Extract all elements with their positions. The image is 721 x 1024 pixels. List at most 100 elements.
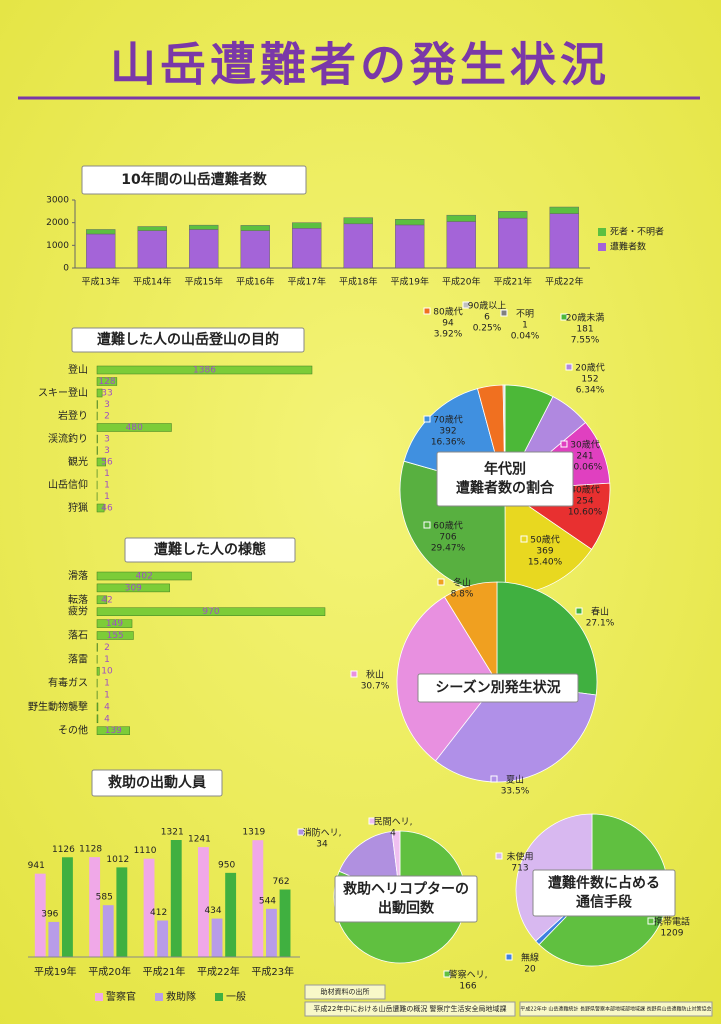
bar-segment (343, 217, 373, 225)
value-label: 10 (101, 667, 113, 677)
slice-label: 0.25% (473, 324, 502, 334)
chart-title: 通信手段 (576, 894, 632, 911)
slice-label: 50歳代 (530, 534, 559, 546)
slice-label: 未使用 (506, 851, 533, 863)
y-tick-label: 3000 (46, 196, 69, 206)
bar (279, 889, 291, 957)
value-label: 1128 (79, 845, 102, 855)
category-label: 疲労 (68, 605, 88, 618)
legend-swatch (520, 535, 528, 543)
x-tick-label: 平成17年 (288, 276, 326, 288)
slice-label: 6 (484, 313, 490, 323)
value-label: 128 (98, 377, 115, 387)
title-box (334, 875, 478, 923)
bar (96, 423, 172, 432)
chart-title: 10年間の山岳遭難者数 (121, 171, 267, 188)
slice-label: 消防ヘリ, (303, 827, 342, 839)
value-label: 3 (104, 400, 110, 410)
bar-segment (446, 214, 476, 222)
chart-title: 救助の出動人員 (108, 774, 206, 791)
source-heading: 助材資料の出所 (321, 987, 370, 996)
slice-label: 4 (390, 829, 396, 839)
title-box (532, 869, 676, 917)
slice-label: 27.1% (586, 619, 615, 629)
x-tick-label: 平成21年 (143, 965, 186, 978)
value-label: 941 (28, 861, 45, 871)
legend-swatch (368, 817, 376, 825)
chart-title: 救助ヘリコプターの (343, 881, 469, 898)
value-label: 585 (96, 893, 113, 903)
value-label: 1 (104, 492, 110, 502)
slice-label: 民間ヘリ, (374, 817, 413, 828)
legend-swatch (443, 970, 451, 978)
bar (198, 847, 209, 957)
value-label: 1 (104, 679, 110, 689)
value-label: 1319 (242, 828, 265, 838)
bar (96, 583, 170, 593)
value-label: 149 (106, 619, 123, 629)
bar (96, 388, 103, 398)
slice-label: 29.47% (431, 544, 466, 554)
slice-label: 20歳代 (575, 362, 604, 374)
pie-slice (434, 681, 597, 783)
slice-label: 秋山 (366, 669, 384, 681)
bar (96, 377, 118, 386)
value-label: 42 (101, 595, 112, 605)
slice-label: 6.34% (576, 386, 605, 396)
slice-label: 166 (459, 982, 476, 992)
legend-label: 遭難者数 (610, 241, 646, 253)
bar (157, 920, 169, 957)
legend-label: 死者・不明者 (610, 227, 664, 238)
bar (96, 571, 192, 581)
value-label: 762 (272, 877, 289, 887)
slice-label: 不明 (516, 309, 534, 320)
chart-title: 出動回数 (378, 900, 435, 917)
chart-title: 遭難件数に占める (548, 875, 660, 892)
legend-swatch (565, 363, 573, 371)
legend-swatch (598, 243, 606, 251)
x-tick-label: 平成15年 (185, 276, 223, 288)
title-box (71, 327, 305, 353)
slice-label: 携帯電話 (654, 916, 690, 928)
bar (266, 908, 277, 957)
x-tick-label: 平成22年 (545, 276, 583, 288)
value-label: 1126 (52, 845, 75, 855)
legend-swatch (423, 521, 431, 529)
slice-label: 警察ヘリ, (449, 969, 488, 981)
value-label: 544 (259, 896, 276, 906)
category-label: 有毒ガス (48, 676, 88, 689)
legend-swatch (560, 313, 568, 321)
category-label: 転落 (68, 594, 88, 606)
source-box (304, 984, 386, 1000)
bar-segment (240, 230, 270, 269)
legend-label: 警察官 (106, 990, 136, 1003)
category-label: 岩登り (58, 409, 88, 422)
legend-swatch (437, 578, 445, 586)
legend-swatch (495, 852, 503, 860)
bar-segment (189, 224, 219, 230)
slice-label: 無線 (521, 952, 539, 964)
value-label: 1110 (134, 846, 157, 856)
slice-label: 80歳代 (433, 306, 462, 318)
bar (96, 595, 108, 605)
x-tick-label: 平成20年 (88, 965, 131, 978)
value-label: 4 (104, 714, 110, 724)
slice-label: 8.8% (451, 590, 474, 600)
bar (96, 607, 326, 616)
value-label: 309 (125, 583, 142, 593)
value-label: 434 (204, 906, 221, 916)
category-label: 落石 (68, 630, 88, 642)
title-box (417, 673, 579, 703)
chart-title: 遭難した人の様態 (154, 541, 266, 558)
bar (102, 905, 114, 957)
value-label: 970 (202, 607, 219, 617)
category-label: 落雷 (68, 653, 88, 665)
bar (170, 840, 182, 957)
slice-label: 40歳代 (570, 484, 599, 496)
chart-title: シーズン別発生状況 (435, 679, 560, 696)
slice-label: 713 (511, 864, 528, 874)
value-label: 1321 (161, 828, 184, 838)
poster-title: 山岳遭難者の発生状況 (110, 38, 610, 92)
value-label: 1012 (106, 855, 129, 865)
